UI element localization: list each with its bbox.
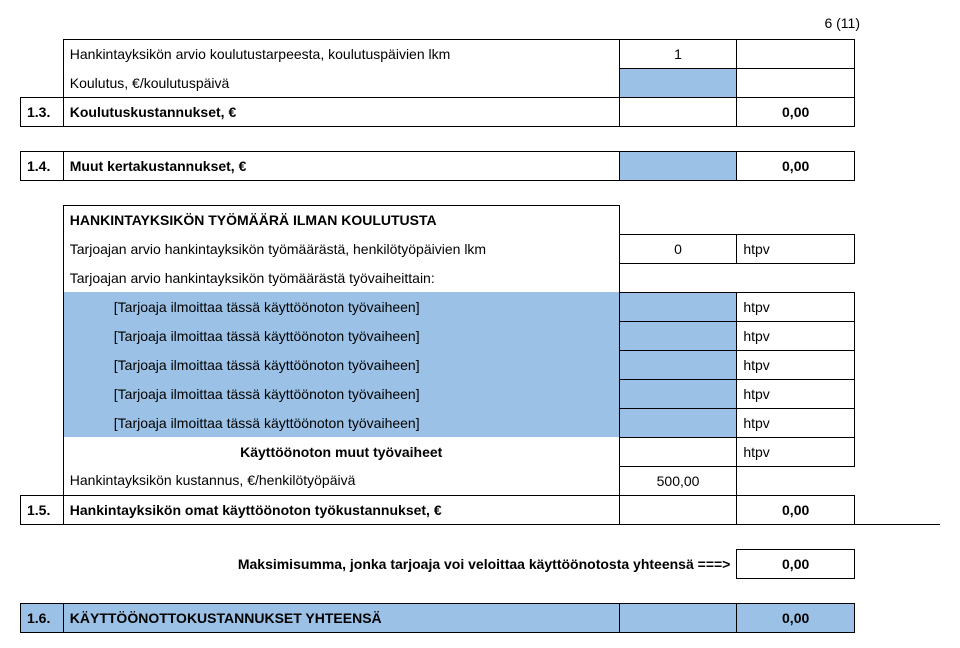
- row-number: 1.4.: [21, 152, 64, 181]
- table-row: Koulutus, €/koulutuspäivä: [21, 69, 941, 98]
- value: 0,00: [737, 495, 855, 524]
- label: Tarjoajan arvio hankintayksikön työmäärä…: [63, 234, 619, 263]
- value: 0,00: [737, 98, 855, 127]
- unit: htpv: [737, 321, 855, 350]
- label: Hankintayksikön kustannus, €/henkilötyöp…: [63, 466, 619, 495]
- unit: htpv: [737, 350, 855, 379]
- table-row: Käyttöönoton muut työvaiheet htpv: [21, 437, 941, 466]
- spacer: [21, 127, 941, 152]
- label: Hankintayksikön arvio koulutustarpeesta,…: [63, 40, 619, 69]
- spacer: [21, 181, 941, 206]
- label: Tarjoajan arvio hankintayksikön työmäärä…: [63, 263, 619, 292]
- unit: htpv: [737, 234, 855, 263]
- table-row: Tarjoajan arvio hankintayksikön työmäärä…: [21, 263, 941, 292]
- table-row: 1.3. Koulutuskustannukset, € 0,00: [21, 98, 941, 127]
- table-row: 1.4. Muut kertakustannukset, € 0,00: [21, 152, 941, 181]
- table-row: Tarjoajan arvio hankintayksikön työmäärä…: [21, 234, 941, 263]
- table-row: 1.6. KÄYTTÖÖNOTTOKUSTANNUKSET YHTEENSÄ 0…: [21, 603, 941, 632]
- label: KÄYTTÖÖNOTTOKUSTANNUKSET YHTEENSÄ: [63, 603, 619, 632]
- cost-table: Hankintayksikön arvio koulutustarpeesta,…: [20, 39, 940, 633]
- unit: htpv: [737, 437, 855, 466]
- label: Koulutus, €/koulutuspäivä: [63, 69, 619, 98]
- phase-label: [Tarjoaja ilmoittaa tässä käyttöönoton t…: [63, 292, 619, 321]
- table-row: [Tarjoaja ilmoittaa tässä käyttöönoton t…: [21, 379, 941, 408]
- table-row: Maksimisumma, jonka tarjoaja voi veloitt…: [21, 549, 941, 578]
- phase-label: [Tarjoaja ilmoittaa tässä käyttöönoton t…: [63, 350, 619, 379]
- phase-label: [Tarjoaja ilmoittaa tässä käyttöönoton t…: [63, 379, 619, 408]
- spacer: [21, 524, 941, 549]
- value: 0,00: [737, 152, 855, 181]
- label: HANKINTAYKSIKÖN TYÖMÄÄRÄ ILMAN KOULUTUST…: [63, 206, 619, 235]
- table-row: [Tarjoaja ilmoittaa tässä käyttöönoton t…: [21, 321, 941, 350]
- row-number: 1.3.: [21, 98, 64, 127]
- label: Koulutuskustannukset, €: [63, 98, 619, 127]
- page-number: 6 (11): [20, 15, 940, 31]
- table-row: 1.5. Hankintayksikön omat käyttöönoton t…: [21, 495, 941, 524]
- spacer: [21, 578, 941, 603]
- table-row: HANKINTAYKSIKÖN TYÖMÄÄRÄ ILMAN KOULUTUST…: [21, 206, 941, 235]
- row-number: 1.5.: [21, 495, 64, 524]
- table-row: Hankintayksikön arvio koulutustarpeesta,…: [21, 40, 941, 69]
- value: 0: [619, 234, 737, 263]
- value: 1: [619, 40, 737, 69]
- label: Käyttöönoton muut työvaiheet: [63, 437, 619, 466]
- table-row: [Tarjoaja ilmoittaa tässä käyttöönoton t…: [21, 292, 941, 321]
- value: 0,00: [737, 549, 855, 578]
- unit: htpv: [737, 408, 855, 437]
- value: 500,00: [619, 466, 737, 495]
- label: Hankintayksikön omat käyttöönoton työkus…: [63, 495, 619, 524]
- phase-label: [Tarjoaja ilmoittaa tässä käyttöönoton t…: [63, 408, 619, 437]
- table-row: [Tarjoaja ilmoittaa tässä käyttöönoton t…: [21, 350, 941, 379]
- table-row: [Tarjoaja ilmoittaa tässä käyttöönoton t…: [21, 408, 941, 437]
- row-number: 1.6.: [21, 603, 64, 632]
- label: Maksimisumma, jonka tarjoaja voi veloitt…: [63, 549, 737, 578]
- table-row: Hankintayksikön kustannus, €/henkilötyöp…: [21, 466, 941, 495]
- phase-label: [Tarjoaja ilmoittaa tässä käyttöönoton t…: [63, 321, 619, 350]
- value: 0,00: [737, 603, 855, 632]
- unit: htpv: [737, 292, 855, 321]
- unit: htpv: [737, 379, 855, 408]
- label: Muut kertakustannukset, €: [63, 152, 619, 181]
